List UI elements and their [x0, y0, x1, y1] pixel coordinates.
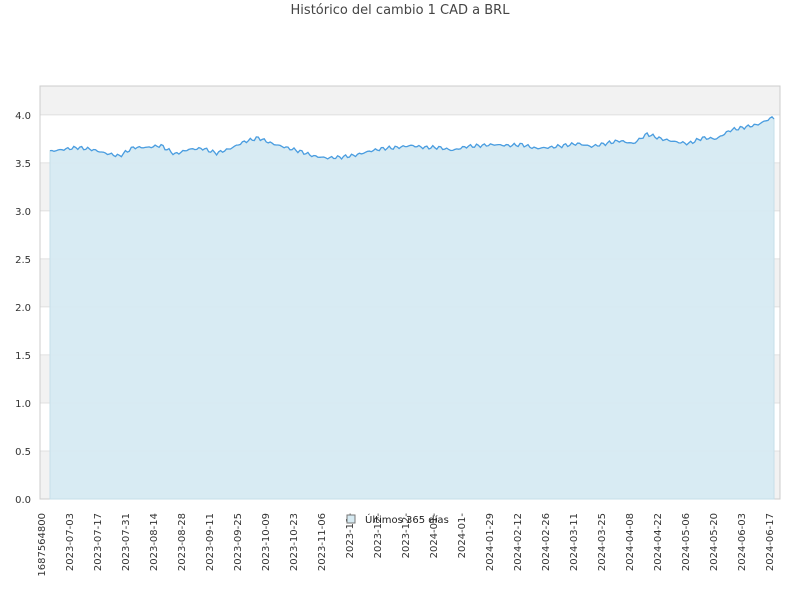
x-tick-label: 2024-03-11 [569, 513, 580, 571]
x-tick-label: 2024-04-08 [625, 513, 636, 571]
x-tick-label: 2023-12- [373, 513, 384, 559]
x-tick-label: 2024-05-06 [681, 513, 692, 571]
y-axis-ticks: 0.0 0.5 1.0 1.5 2.0 2.5 3.0 3.5 4.0 [15, 111, 31, 506]
chart-title: Histórico del cambio 1 CAD a BRL [290, 3, 510, 18]
x-tick-label: 2024-01- [429, 513, 440, 559]
y-tick-label: 3.0 [15, 207, 31, 218]
y-tick-label: 0.5 [15, 447, 31, 458]
legend-swatch[interactable] [346, 514, 356, 524]
x-tick-label: 2023-12- [401, 513, 412, 559]
x-tick-label: 2023-09-11 [205, 513, 216, 571]
y-tick-label: 0.0 [15, 495, 31, 506]
background-band [40, 86, 780, 115]
y-tick-label: 2.5 [15, 255, 31, 266]
x-tick-label: 2023-07-17 [93, 513, 104, 571]
y-tick-label: 1.5 [15, 351, 31, 362]
x-tick-label: 2023-10-09 [261, 513, 272, 571]
x-tick-label: 2024-01- [457, 513, 468, 559]
x-tick-label: 2023-08-14 [149, 513, 160, 571]
series-line[interactable] [49, 115, 775, 161]
x-tick-label: 2024-02-12 [513, 513, 524, 571]
x-tick-label: 2024-03-25 [597, 513, 608, 571]
series-area-layer [49, 115, 775, 500]
x-tick-label: 2024-05-20 [709, 513, 720, 571]
x-tick-label: 2023-07-03 [65, 513, 76, 571]
x-tick-label: 2023-08-28 [177, 513, 188, 571]
series-area-fill [49, 116, 775, 500]
x-axis-ticks: 1687564800 2023-07-03 2023-07-17 2023-07-31… [37, 513, 776, 577]
x-tick-label: 2024-01-29 [485, 513, 496, 571]
y-tick-label: 2.0 [15, 303, 31, 314]
x-tick-label: 2023-11-06 [317, 513, 328, 571]
x-tick-label: 2024-04-22 [653, 513, 664, 571]
legend-label[interactable]: Últimos 365 días [365, 513, 449, 526]
y-tick-label: 4.0 [15, 111, 31, 122]
x-tick-label: 1687564800 [37, 513, 48, 577]
x-tick-label: 2023-10-23 [289, 513, 300, 571]
legend[interactable]: Últimos 365 días [346, 513, 449, 526]
y-tick-label: 3.5 [15, 159, 31, 170]
x-tick-label: 2024-06-17 [765, 513, 776, 571]
x-tick-label: 2024-02-26 [541, 513, 552, 571]
x-tick-label: 2023-07-31 [121, 513, 132, 571]
x-tick-label: 2023-09-25 [233, 513, 244, 571]
x-tick-label: 2023-11- [345, 513, 356, 559]
y-tick-label: 1.0 [15, 399, 31, 410]
x-tick-label: 2024-06-03 [737, 513, 748, 571]
